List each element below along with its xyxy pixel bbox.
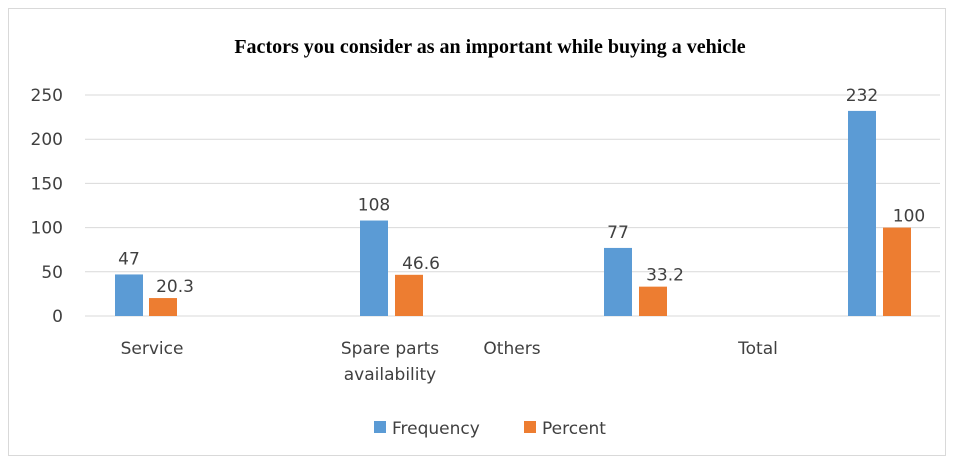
data-label-frequency: 108 bbox=[358, 196, 390, 216]
y-tick-label: 50 bbox=[41, 263, 63, 283]
x-category-label: Service bbox=[121, 339, 184, 359]
legend-swatch bbox=[524, 421, 536, 433]
legend-label: Frequency bbox=[392, 419, 480, 439]
bar-frequency bbox=[360, 220, 388, 316]
legend-label: Percent bbox=[542, 419, 606, 439]
data-label-percent: 46.6 bbox=[402, 254, 440, 274]
legend-swatch bbox=[374, 421, 386, 433]
y-tick-label: 100 bbox=[31, 219, 63, 239]
chart-frame bbox=[8, 8, 946, 456]
x-category-label: Total bbox=[737, 339, 778, 359]
data-label-percent: 33.2 bbox=[646, 266, 684, 286]
bar-frequency bbox=[848, 110, 876, 316]
data-label-percent: 100 bbox=[893, 207, 925, 227]
x-axis-categories: Service Spare parts availability Others Tota… bbox=[121, 339, 778, 385]
legend: Frequency Percent bbox=[374, 419, 606, 439]
x-category-label: Spare parts availability bbox=[341, 339, 439, 385]
y-tick-label: 250 bbox=[31, 86, 63, 106]
chart-title: Factors you consider as an important whi… bbox=[234, 36, 745, 58]
y-tick-label: 200 bbox=[31, 130, 63, 150]
bar-percent bbox=[395, 274, 423, 316]
data-labels: 47 108 77 232 20.3 46.6 33.2 100 bbox=[118, 86, 925, 297]
bar-frequency bbox=[604, 247, 632, 316]
data-label-percent: 20.3 bbox=[156, 277, 194, 297]
y-axis-ticks: 0 50 100 150 200 250 bbox=[31, 86, 63, 327]
y-tick-label: 150 bbox=[31, 174, 63, 194]
data-label-frequency: 232 bbox=[846, 86, 878, 106]
x-category-label: Others bbox=[483, 339, 540, 359]
data-label-frequency: 47 bbox=[118, 249, 140, 269]
bar-frequency bbox=[115, 274, 143, 316]
y-tick-label: 0 bbox=[52, 307, 63, 327]
bar-percent bbox=[883, 227, 911, 316]
grid-layer bbox=[85, 94, 940, 317]
bar-percent bbox=[149, 298, 177, 316]
bar-percent bbox=[639, 286, 667, 316]
bars bbox=[115, 110, 911, 316]
data-label-frequency: 77 bbox=[607, 223, 629, 243]
